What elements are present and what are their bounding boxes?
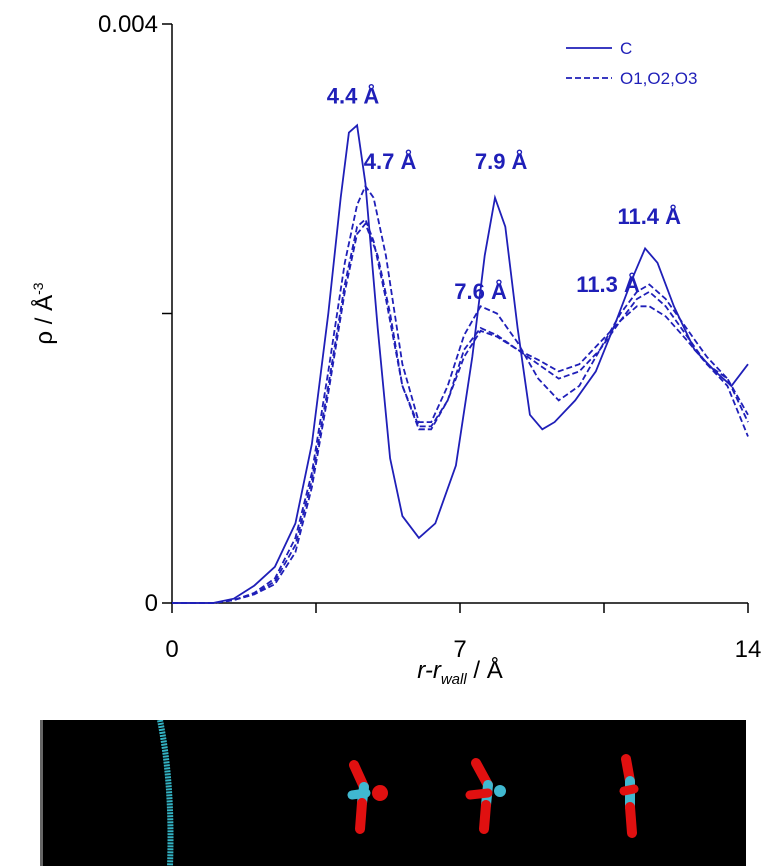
molecule-render [157, 720, 639, 866]
x-tick-label: 14 [735, 636, 762, 663]
peak-annotation: 7.6 Å [454, 278, 507, 304]
series-line-0 [172, 123, 749, 604]
x-axis-label: r-rwall / Å [417, 656, 502, 688]
y-axis-label: ρ / Å-3 [30, 282, 58, 344]
inset-border [40, 720, 43, 866]
chart: 0 0.004 0 7 14 r-rwall / Å ρ / Å-3 4.4 Å 4.7 Å 7… [30, 11, 761, 688]
legend: C O1,O2,O3 [566, 39, 697, 88]
y-tick-label: 0.004 [98, 11, 158, 38]
x-tick-label: 7 [453, 636, 466, 663]
axes: 0 0.004 0 7 14 r-rwall / Å ρ / Å-3 [30, 11, 761, 688]
peak-annotation: 11.3 Å [576, 271, 640, 297]
peak-annotation: 4.4 Å [327, 83, 380, 109]
x-tick-label: 0 [165, 636, 178, 663]
peak-annotation: 4.7 Å [364, 148, 417, 174]
peak-annotation: 11.4 Å [617, 203, 681, 229]
legend-label: C [620, 39, 632, 58]
labels-layer: 4.4 Å 4.7 Å 7.9 Å 7.6 Å 11.4 Å 11.3 Å [327, 83, 681, 304]
series-layer [172, 123, 749, 604]
legend-label: O1,O2,O3 [620, 69, 697, 88]
molecule-2 [465, 758, 506, 834]
series-line-extra-0 [172, 222, 749, 604]
series-line-1 [172, 217, 749, 604]
molecule-inset-image [40, 720, 746, 866]
wall-chain [157, 720, 174, 866]
series-line-extra-1 [172, 184, 749, 604]
molecule-1 [347, 760, 388, 834]
peak-annotation: 7.9 Å [475, 148, 528, 174]
molecule-3 [619, 754, 639, 838]
y-tick-label: 0 [145, 590, 158, 617]
